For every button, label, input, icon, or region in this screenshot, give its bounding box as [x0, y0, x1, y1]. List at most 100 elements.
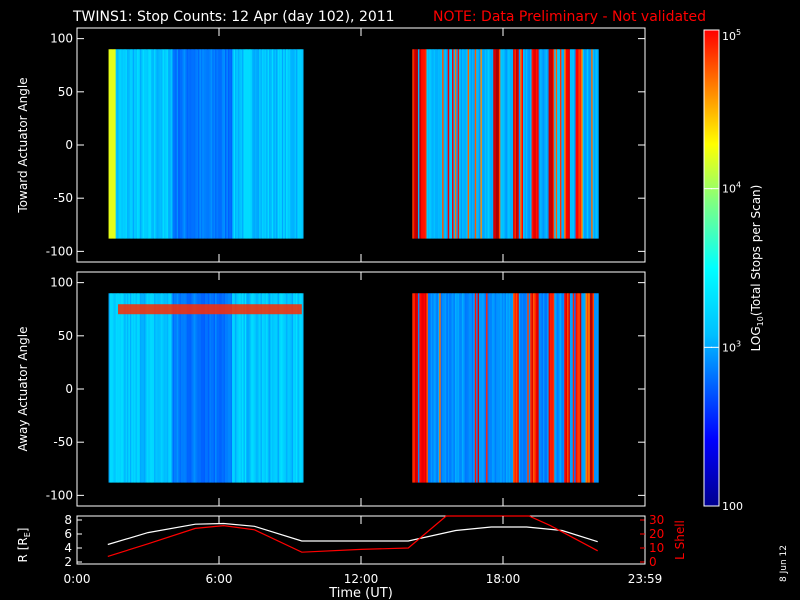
heatmap-column [476, 49, 478, 239]
heatmap-column [486, 293, 488, 483]
heatmap-column [127, 49, 129, 239]
heatmap-column [528, 49, 531, 239]
heatmap-column [564, 293, 567, 483]
heatmap-column [511, 49, 514, 239]
heatmap-column [145, 49, 148, 239]
heatmap-column [552, 49, 555, 239]
heatmap-column [480, 49, 483, 239]
heatmap-column [490, 49, 493, 239]
heatmap-column [243, 293, 246, 483]
heatmap-column [118, 293, 121, 483]
heatmap-column [484, 49, 487, 239]
heatmap-column [460, 49, 463, 239]
heatmap-column [477, 293, 480, 483]
heatmap-column [443, 49, 446, 239]
heatmap-column [545, 49, 548, 239]
heatmap-column [446, 49, 449, 239]
heatmap-column [222, 49, 224, 239]
heatmap-column [196, 49, 199, 239]
heatmap-column [251, 49, 254, 239]
heatmap-column [521, 293, 524, 483]
heatmap-column [244, 49, 247, 239]
heatmap-column [112, 293, 115, 483]
heatmap-column [589, 293, 592, 483]
heatmap-column [452, 49, 454, 239]
heatmap-column [293, 293, 295, 483]
heatmap-column [172, 49, 175, 239]
heatmap-column [426, 49, 429, 239]
heatmap-column [513, 49, 515, 239]
heatmap-column [288, 293, 291, 483]
heatmap-column [574, 49, 576, 239]
heatmap-column [121, 293, 124, 483]
heatmap-column [212, 49, 215, 239]
heatmap-column [242, 49, 244, 239]
heatmap-column [134, 293, 136, 483]
heatmap-column [115, 293, 118, 483]
heatmap-column [112, 49, 115, 239]
heatmap-column [294, 293, 297, 483]
heatmap-column [535, 49, 538, 239]
heatmap-column [537, 293, 540, 483]
heatmap-column [276, 49, 278, 239]
heatmap-column [429, 49, 432, 239]
heatmap-column [515, 49, 518, 239]
heatmap-column [572, 49, 575, 239]
heatmap-column [233, 293, 236, 483]
heatmap-column [280, 49, 283, 239]
heatmap-column [125, 293, 128, 483]
heatmap-column [286, 293, 288, 483]
heatmap-column [577, 49, 579, 239]
heatmap-column [511, 293, 514, 483]
heatmap-column [534, 293, 537, 483]
heatmap-column [574, 293, 576, 483]
ytick-label: 100 [50, 276, 73, 290]
heatmap-column [584, 293, 586, 483]
heatmap-column [440, 49, 443, 239]
heatmap-column [179, 49, 182, 239]
ytick-label: 8 [64, 513, 72, 527]
heatmap-column [182, 293, 185, 483]
heatmap-column [269, 293, 271, 483]
heatmap-column [108, 293, 111, 483]
heatmap-column [506, 293, 508, 483]
heatmap-column [161, 293, 163, 483]
heatmap-column [521, 49, 524, 239]
heatmap-column [132, 293, 135, 483]
heatmap-column [269, 49, 271, 239]
heatmap-column [182, 49, 185, 239]
heatmap-column [234, 293, 237, 483]
heatmap-column [483, 293, 486, 483]
heatmap-column [477, 49, 480, 239]
heatmap-column [479, 49, 481, 239]
heatmap-column [532, 49, 535, 239]
heatmap-column [209, 293, 212, 483]
heatmap-away [108, 293, 599, 483]
heatmap-column [490, 293, 493, 483]
heatmap-column [161, 49, 163, 239]
heatmap-column [507, 293, 510, 483]
heatmap-column [419, 49, 422, 239]
heatmap-column [240, 49, 243, 239]
heatmap-column [461, 293, 464, 483]
heatmap-column [433, 293, 436, 483]
heatmap-column [413, 293, 416, 483]
heatmap-column [212, 293, 215, 483]
heatmap-column [261, 49, 264, 239]
heatmap-column [144, 293, 146, 483]
heatmap-column [273, 293, 276, 483]
heatmap-column [528, 293, 531, 483]
heatmap-column [117, 49, 119, 239]
heatmap-column [447, 49, 450, 239]
heatmap-column [168, 49, 171, 239]
heatmap-column [547, 293, 549, 483]
heatmap-column [592, 49, 595, 239]
heatmap-column [283, 293, 286, 483]
yaxis-toward: 100 50 0 -50 -100 [46, 32, 645, 258]
heatmap-column [446, 293, 449, 483]
heatmap-column [168, 293, 171, 483]
heatmap-column [595, 293, 598, 483]
heatmap-column [501, 49, 504, 239]
heatmap-column [206, 49, 209, 239]
heatmap-column [223, 49, 226, 239]
